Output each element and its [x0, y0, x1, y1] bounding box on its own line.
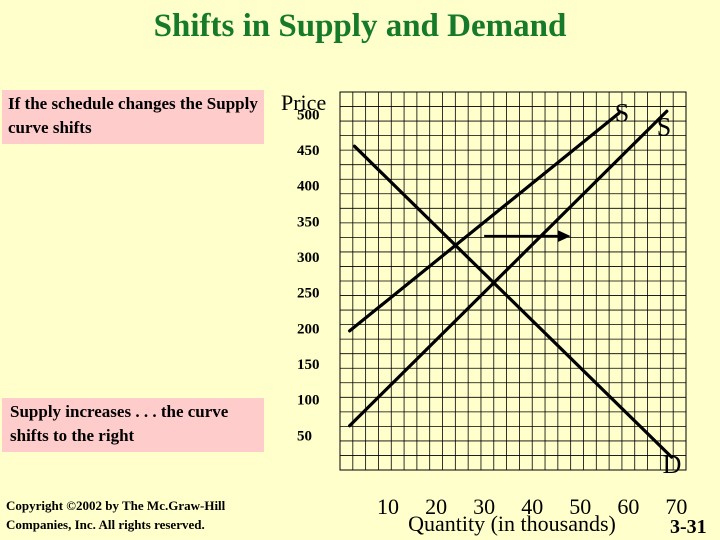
- y-tick-label: 100: [297, 393, 320, 409]
- y-tick-label: 450: [297, 143, 320, 159]
- y-tick-label: 500: [297, 107, 320, 123]
- y-tick-label: 150: [297, 357, 320, 373]
- copyright-line-1: Copyright ©2002 by The Mc.Graw-Hill: [6, 498, 226, 513]
- y-tick-labels: 50 100 150 200 250 300 350 400 450 500: [297, 107, 320, 444]
- x-axis-label: Quantity (in thousands): [408, 511, 616, 536]
- y-tick-label: 250: [297, 286, 320, 302]
- shift-arrow-head: [557, 230, 571, 243]
- x-tick-label: 30: [473, 494, 495, 519]
- copyright-notice: Copyright ©2002 by The Mc.Graw-Hill Comp…: [6, 496, 256, 534]
- curve-label-original-supply: S: [615, 98, 629, 127]
- x-tick-label: 60: [617, 494, 639, 519]
- curve-label-shifted-supply: S: [657, 112, 671, 141]
- x-tick-label: 50: [569, 494, 591, 519]
- curve-original-supply: [348, 111, 621, 333]
- slide-number: 3-31: [670, 516, 707, 538]
- y-axis-label: Price: [281, 90, 326, 115]
- curve-shifted-supply: [348, 109, 669, 428]
- annotations: [484, 230, 571, 243]
- curve-label-demand: D: [663, 450, 682, 479]
- y-tick-label: 50: [297, 428, 312, 444]
- x-tick-label: 40: [521, 494, 543, 519]
- x-tick-labels: 10 20 30 40 50 60 70: [377, 494, 687, 519]
- y-tick-label: 350: [297, 214, 320, 230]
- x-tick-label: 70: [665, 494, 687, 519]
- x-tick-label: 20: [425, 494, 447, 519]
- y-tick-label: 300: [297, 250, 320, 266]
- y-tick-label: 400: [297, 179, 320, 195]
- note-supply-shifts: If the schedule changes the Supply curve…: [2, 90, 264, 144]
- axis-labels: Price Quantity (in thousands): [281, 90, 616, 536]
- slide-title: Shifts in Supply and Demand: [153, 8, 567, 44]
- curve-demand: [352, 144, 674, 459]
- curves: S S D: [348, 98, 682, 479]
- chart-grid: [339, 91, 687, 471]
- copyright-line-2: Companies, Inc. All rights reserved.: [6, 517, 205, 532]
- y-tick-label: 200: [297, 321, 320, 337]
- note-supply-increases: Supply increases . . . the curve shifts …: [2, 398, 264, 452]
- x-tick-label: 10: [377, 494, 399, 519]
